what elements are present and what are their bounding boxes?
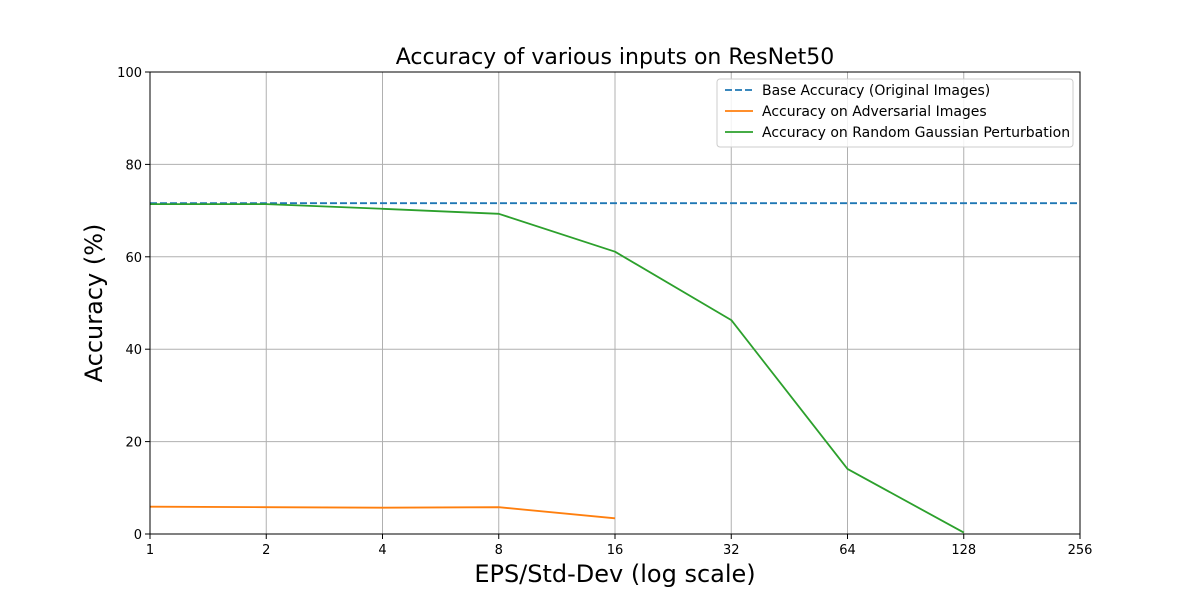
chart-title: Accuracy of various inputs on ResNet50	[396, 45, 835, 70]
x-tick-label: 2	[262, 543, 270, 558]
x-tick-label: 64	[839, 543, 856, 558]
y-tick-label: 0	[134, 528, 142, 543]
y-tick-label: 60	[125, 251, 142, 266]
y-axis-label: Accuracy (%)	[80, 224, 108, 383]
x-tick-label: 4	[378, 543, 386, 558]
x-tick-label: 128	[951, 543, 976, 558]
legend-label: Accuracy on Adversarial Images	[762, 104, 987, 120]
x-tick-label: 32	[723, 543, 740, 558]
x-tick-label: 256	[1068, 543, 1093, 558]
x-tick-label: 16	[607, 543, 624, 558]
y-tick-label: 80	[125, 158, 142, 173]
x-tick-label: 1	[146, 543, 154, 558]
series-line-3	[150, 203, 965, 534]
y-tick-label: 40	[125, 343, 142, 358]
legend-box	[716, 78, 1074, 148]
legend-label: Accuracy on Random Gaussian Perturbation	[762, 125, 1070, 141]
y-tick-label: 100	[117, 66, 142, 81]
x-tick-label: 8	[495, 543, 503, 558]
legend-label: Base Accuracy (Original Images)	[762, 83, 990, 99]
legend: Base Accuracy (Original Images) Accuracy …	[716, 78, 1074, 148]
y-ticks: 0 20 40 60 80 100	[117, 66, 150, 543]
x-axis-label: EPS/Std-Dev (log scale)	[474, 560, 755, 588]
y-tick-label: 20	[125, 436, 142, 451]
series-line-2	[149, 505, 616, 520]
series-lines	[149, 202, 1080, 534]
x-ticks: 1 2 4 8 16 32 64 128 256	[146, 534, 1093, 558]
